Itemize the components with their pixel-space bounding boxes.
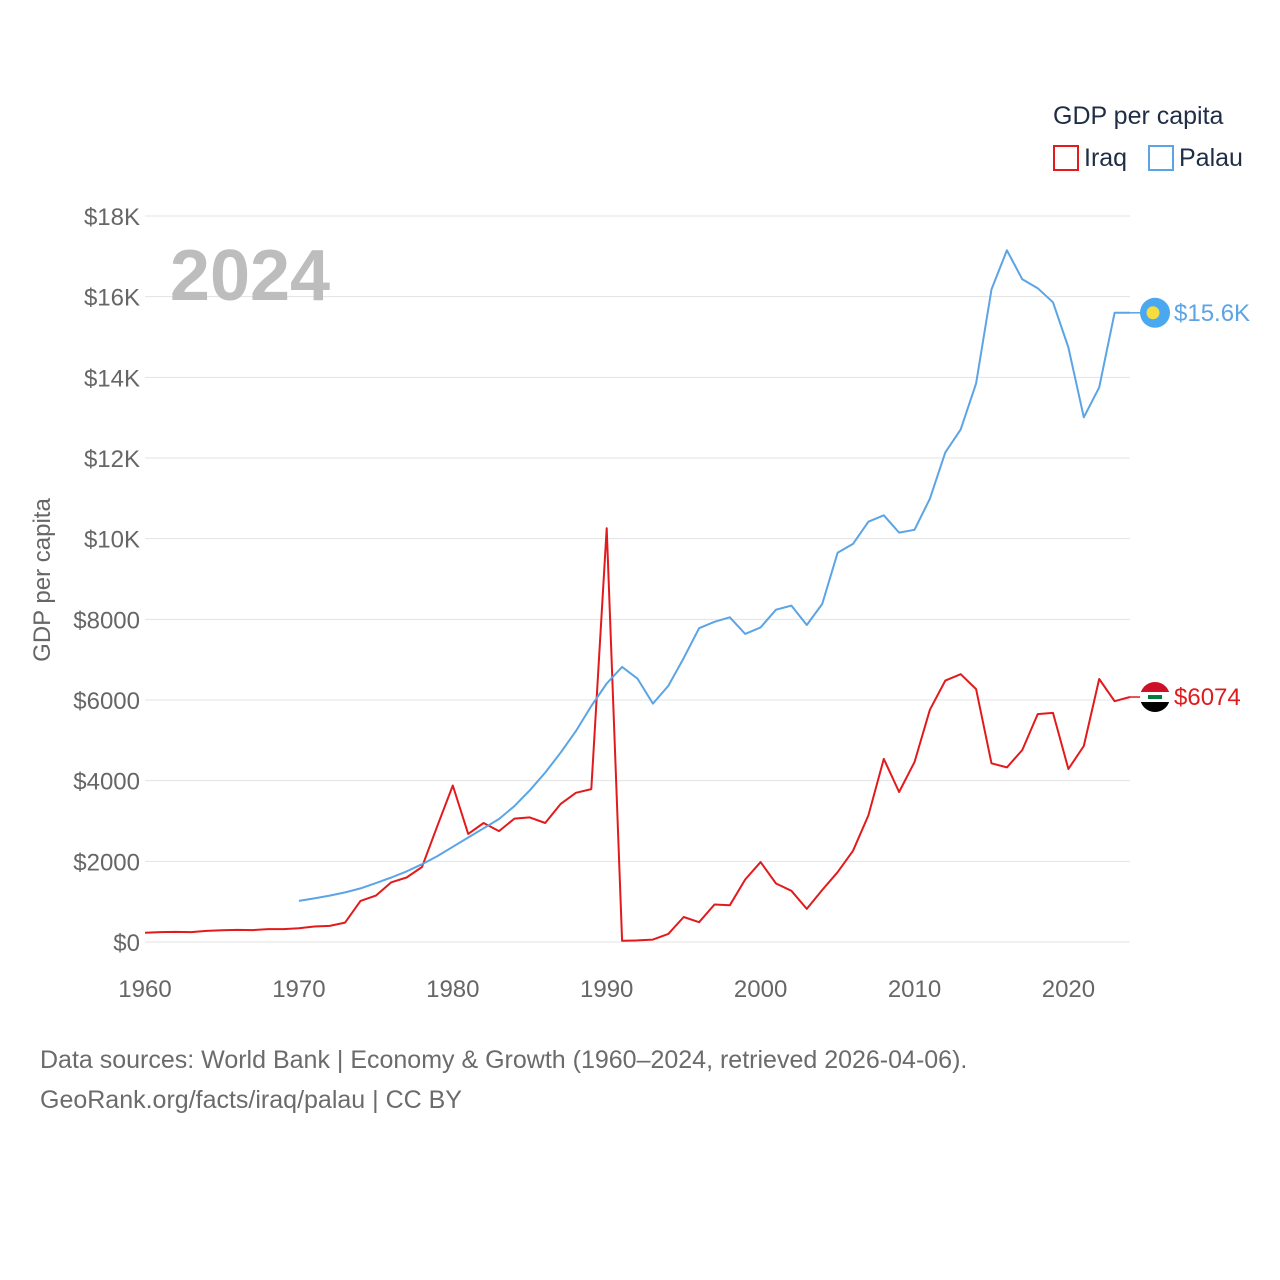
- y-tick-label: $16K: [84, 285, 140, 312]
- legend-label-palau: Palau: [1179, 144, 1243, 172]
- series-lines: [144, 249, 1131, 942]
- x-axis-ticks: 1960 1970 1980 1990 2000 2010 2020: [118, 976, 1095, 1003]
- series-line-palau: [298, 249, 1130, 902]
- source-credit-link[interactable]: GeoRank.org/facts/iraq/palau | CC BY: [40, 1086, 462, 1114]
- x-tick-label: 2000: [734, 976, 787, 1003]
- series-end-labels: $6074 $15.6K: [1130, 297, 1250, 713]
- year-label: 2024: [170, 236, 330, 316]
- end-label-palau: $15.6K: [1174, 300, 1250, 327]
- legend-swatch-palau: [1148, 145, 1174, 171]
- legend: GDP per capita Iraq Palau: [1053, 102, 1243, 172]
- y-tick-label: $8000: [73, 607, 140, 634]
- series-line-iraq: [144, 527, 1131, 942]
- y-tick-label: $6000: [73, 688, 140, 715]
- grid-lines: [145, 215, 1130, 943]
- palau-flag-icon: [1140, 297, 1170, 328]
- x-tick-label: 1970: [272, 976, 325, 1003]
- y-tick-label: $0: [113, 930, 140, 957]
- y-tick-label: $12K: [84, 446, 140, 473]
- legend-label-iraq: Iraq: [1084, 144, 1127, 172]
- x-tick-label: 2010: [888, 976, 941, 1003]
- iraq-flag-icon: [1140, 682, 1170, 713]
- y-axis-ticks: $0 $2000 $4000 $6000 $8000 $10K $12K $14K $16K $1…: [73, 204, 140, 957]
- x-tick-label: 2020: [1042, 976, 1095, 1003]
- y-tick-label: $2000: [73, 849, 140, 876]
- x-tick-label: 1990: [580, 976, 633, 1003]
- y-tick-label: $4000: [73, 769, 140, 796]
- y-tick-label: $18K: [84, 204, 140, 231]
- data-sources-text: Data sources: World Bank | Economy & Gro…: [40, 1046, 968, 1074]
- x-tick-label: 1980: [426, 976, 479, 1003]
- x-tick-label: 1960: [118, 976, 171, 1003]
- end-label-iraq: $6074: [1174, 684, 1241, 711]
- y-tick-label: $10K: [84, 527, 140, 554]
- legend-title: GDP per capita: [1053, 102, 1224, 130]
- y-axis-title: GDP per capita: [29, 498, 56, 662]
- legend-swatch-iraq: [1053, 145, 1079, 171]
- y-tick-label: $14K: [84, 365, 140, 392]
- footer: Data sources: World Bank | Economy & Gro…: [40, 1040, 967, 1120]
